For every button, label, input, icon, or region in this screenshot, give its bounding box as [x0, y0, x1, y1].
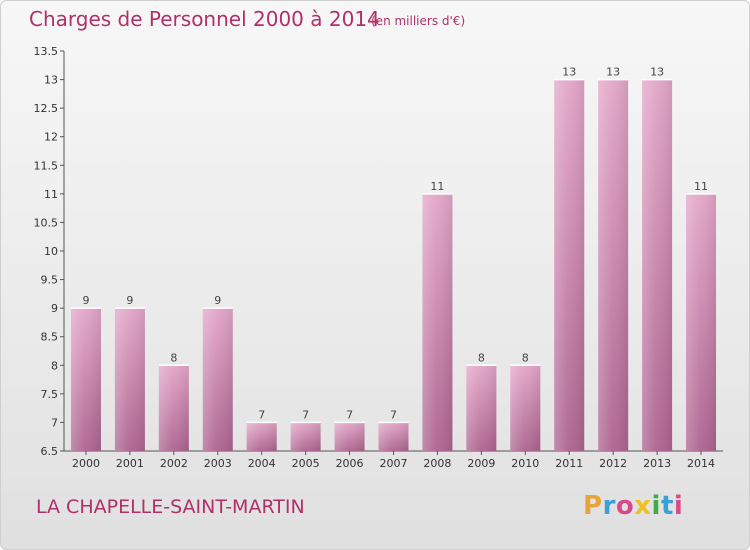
x-tick-label: 2006: [336, 457, 364, 470]
x-tick-label: 2009: [467, 457, 495, 470]
bar-shine: [246, 422, 277, 451]
x-tick-label: 2000: [72, 457, 100, 470]
bar-shine: [554, 79, 585, 452]
bar-shine: [378, 422, 409, 451]
y-tick-label: 8: [51, 359, 58, 372]
bar-shine: [466, 365, 497, 451]
x-tick-label: 2012: [599, 457, 627, 470]
axes: 6.5 7 7.5 8 8.5 9 9.5 10 10.5 11 11.5 12 12.5 13 13.5 2…: [34, 45, 723, 470]
logo-letter: i: [673, 491, 684, 521]
x-tick-label: 2001: [116, 457, 144, 470]
commune-name: LA CHAPELLE-SAINT-MARTIN: [36, 496, 305, 518]
bar-value-label: 11: [694, 180, 708, 193]
bar-shine: [510, 365, 541, 451]
chart-subtitle: (en milliers d'€): [371, 14, 466, 28]
bar-value-label: 13: [606, 66, 620, 79]
bar-shine: [686, 193, 717, 451]
y-tick-label: 7.5: [41, 388, 59, 401]
bar-value-label: 7: [346, 408, 353, 421]
chart-title: Charges de Personnel 2000 à 2014: [29, 7, 380, 31]
bar-value-label: 9: [214, 294, 221, 307]
x-tick-label: 2003: [204, 457, 232, 470]
bar-shine: [158, 365, 189, 451]
proxiti-logo: Proxiti: [583, 491, 683, 521]
logo-letter: i: [651, 491, 661, 521]
y-tick-label: 7: [51, 416, 58, 429]
x-tick-label: 2005: [292, 457, 320, 470]
y-tick-label: 11: [44, 188, 58, 201]
bar-value-label: 7: [390, 408, 397, 421]
bar-value-label: 13: [562, 66, 576, 79]
bars: [70, 78, 717, 452]
y-tick-label: 9: [51, 302, 58, 315]
bar-value-label: 11: [430, 180, 444, 193]
y-tick-label: 6.5: [41, 445, 59, 458]
bar-shine: [642, 79, 673, 452]
x-tick-label: 2007: [380, 457, 408, 470]
bar-value-label: 8: [478, 351, 485, 364]
y-tick-label: 10.5: [34, 216, 59, 229]
y-tick-label: 12.5: [34, 102, 59, 115]
x-tick-label: 2004: [248, 457, 276, 470]
logo-letter: t: [660, 491, 674, 521]
bar-shine: [114, 308, 145, 451]
bar-value-label: 7: [302, 408, 309, 421]
x-tick-label: 2010: [511, 457, 539, 470]
data-labels: 9 9 8 9 7 7 7 7 11 8 8 13 13 13 11: [82, 66, 708, 422]
logo-letter: P: [583, 491, 603, 521]
bar-shine: [598, 79, 629, 452]
bar-value-label: 9: [126, 294, 133, 307]
x-tick-label: 2013: [643, 457, 671, 470]
bar-value-label: 8: [170, 351, 177, 364]
bar-shine: [334, 422, 365, 451]
y-tick-label: 13.5: [34, 45, 59, 58]
logo-letter: x: [634, 491, 652, 521]
x-tick-label: 2002: [160, 457, 188, 470]
x-tick-label: 2014: [687, 457, 715, 470]
y-tick-label: 9.5: [41, 274, 59, 287]
bar-value-label: 7: [258, 408, 265, 421]
y-tick-label: 8.5: [41, 331, 59, 344]
logo-letter: o: [615, 491, 635, 521]
bar-shine: [70, 308, 101, 451]
x-tick-label: 2011: [555, 457, 583, 470]
bar-shine: [422, 193, 453, 451]
y-tick-label: 11.5: [34, 159, 59, 172]
logo-letter: r: [602, 491, 616, 521]
y-tick-label: 10: [44, 245, 58, 258]
bar-value-label: 9: [82, 294, 89, 307]
bar-shine: [202, 308, 233, 451]
bar-shine: [290, 422, 321, 451]
x-tick-label: 2008: [423, 457, 451, 470]
bar-value-label: 8: [522, 351, 529, 364]
proxiti-logo-letters: Proxiti: [583, 491, 683, 521]
y-tick-label: 13: [44, 74, 58, 87]
y-tick-label: 12: [44, 131, 58, 144]
bar-value-label: 13: [650, 66, 664, 79]
